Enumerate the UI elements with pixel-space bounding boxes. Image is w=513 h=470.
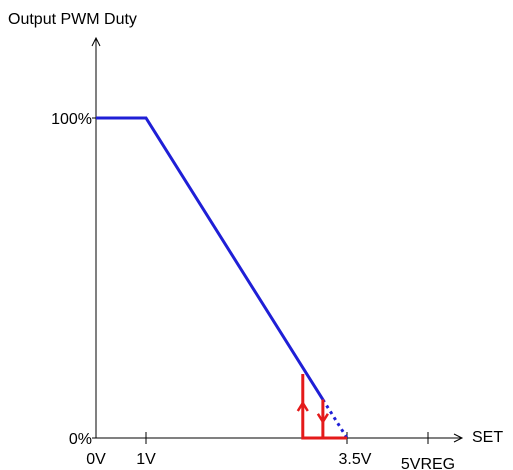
x-tick-label: 0V [86,451,106,468]
x-arrow [453,433,464,443]
y-tick-label: 100% [51,111,92,128]
series-line [321,398,349,439]
y-arrow [91,36,101,47]
series-line [301,374,347,440]
x-tick-label: 5VREG [401,456,455,470]
series-line [96,116,325,401]
arrow [316,413,329,425]
x-axis-label: SET [472,429,503,446]
x-tick-label: 1V [136,451,156,468]
chart-title: Output PWM Duty [8,11,137,28]
arrow [296,400,309,412]
x-tick-label: 3.5V [339,451,372,468]
y-tick-label: 0% [69,431,92,448]
